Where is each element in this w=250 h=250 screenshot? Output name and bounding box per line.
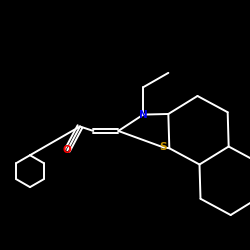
Text: O: O: [63, 145, 72, 155]
Text: N: N: [139, 110, 148, 120]
Text: S: S: [160, 142, 167, 152]
